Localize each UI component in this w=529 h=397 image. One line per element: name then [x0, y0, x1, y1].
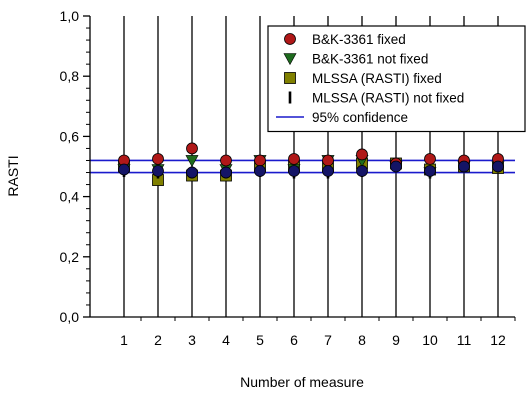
x-tick-label: 6 — [290, 332, 298, 348]
data-point-navy-circle — [458, 160, 470, 173]
data-point-circle — [220, 154, 232, 167]
data-point-circle — [152, 153, 164, 165]
legend-box — [267, 25, 526, 133]
x-tick-label: 9 — [392, 332, 400, 348]
y-tick-label: 1,0 — [60, 8, 80, 24]
data-point-circle — [254, 154, 266, 167]
x-axis-title: Number of measure — [240, 374, 364, 390]
legend-marker-circle — [284, 33, 296, 45]
data-point-circle — [186, 142, 198, 155]
x-tick-label: 3 — [188, 332, 196, 348]
data-point-navy-circle — [288, 165, 300, 177]
x-tick-label: 11 — [457, 332, 472, 348]
legend-marker-square — [284, 72, 296, 84]
x-tick-label: 12 — [490, 332, 506, 348]
y-tick-label: 0,4 — [60, 189, 80, 205]
data-point-navy-circle — [424, 165, 436, 177]
y-tick-label: 0,2 — [60, 249, 80, 265]
x-tick-label: 10 — [422, 332, 438, 348]
y-tick-label: 0,8 — [60, 68, 80, 84]
legend-marker-vbar — [288, 91, 292, 104]
data-point-navy-circle — [492, 160, 504, 173]
data-point-navy-circle — [186, 166, 198, 179]
data-point-navy-circle — [152, 165, 164, 177]
y-tick-label: 0,0 — [60, 309, 80, 325]
legend-marker-triangle-down — [283, 53, 297, 66]
legend-label: MLSSA (RASTI) fixed — [312, 71, 442, 86]
data-point-navy-circle — [220, 166, 232, 179]
data-point-circle — [288, 153, 300, 165]
x-tick-label: 7 — [324, 332, 332, 348]
data-point-navy-circle — [390, 160, 402, 173]
x-tick-label: 8 — [358, 332, 366, 348]
data-point-circle — [322, 154, 334, 167]
data-point-navy-circle — [356, 165, 368, 177]
x-tick-label: 2 — [154, 332, 162, 348]
x-tick-label: 4 — [222, 332, 230, 348]
data-point-circle — [424, 153, 436, 165]
data-points — [117, 142, 505, 186]
legend-label: 95% confidence — [312, 110, 408, 125]
data-point-navy-circle — [254, 165, 266, 177]
y-axis-title: RASTI — [5, 155, 21, 196]
data-point-circle — [356, 148, 368, 161]
legend-label: B&K-3361 fixed — [312, 32, 406, 47]
legend-label: MLSSA (RASTI) not fixed — [312, 91, 464, 106]
legend-label: B&K-3361 not fixed — [312, 52, 428, 67]
y-tick-label: 0,6 — [60, 128, 80, 144]
x-tick-label: 5 — [256, 332, 264, 348]
x-tick-label: 1 — [120, 332, 128, 348]
axes — [83, 15, 516, 321]
data-point-navy-circle — [118, 163, 130, 176]
data-point-triangle-down — [185, 155, 199, 168]
legend: B&K-3361 fixed B&K-3361 not fixed MLSSA (R… — [267, 25, 526, 133]
tick-labels: 1 2 3 4 5 6 7 8 9 10 11 120,00,20,40,60,81,0 — [60, 8, 506, 348]
data-point-navy-circle — [322, 165, 334, 177]
